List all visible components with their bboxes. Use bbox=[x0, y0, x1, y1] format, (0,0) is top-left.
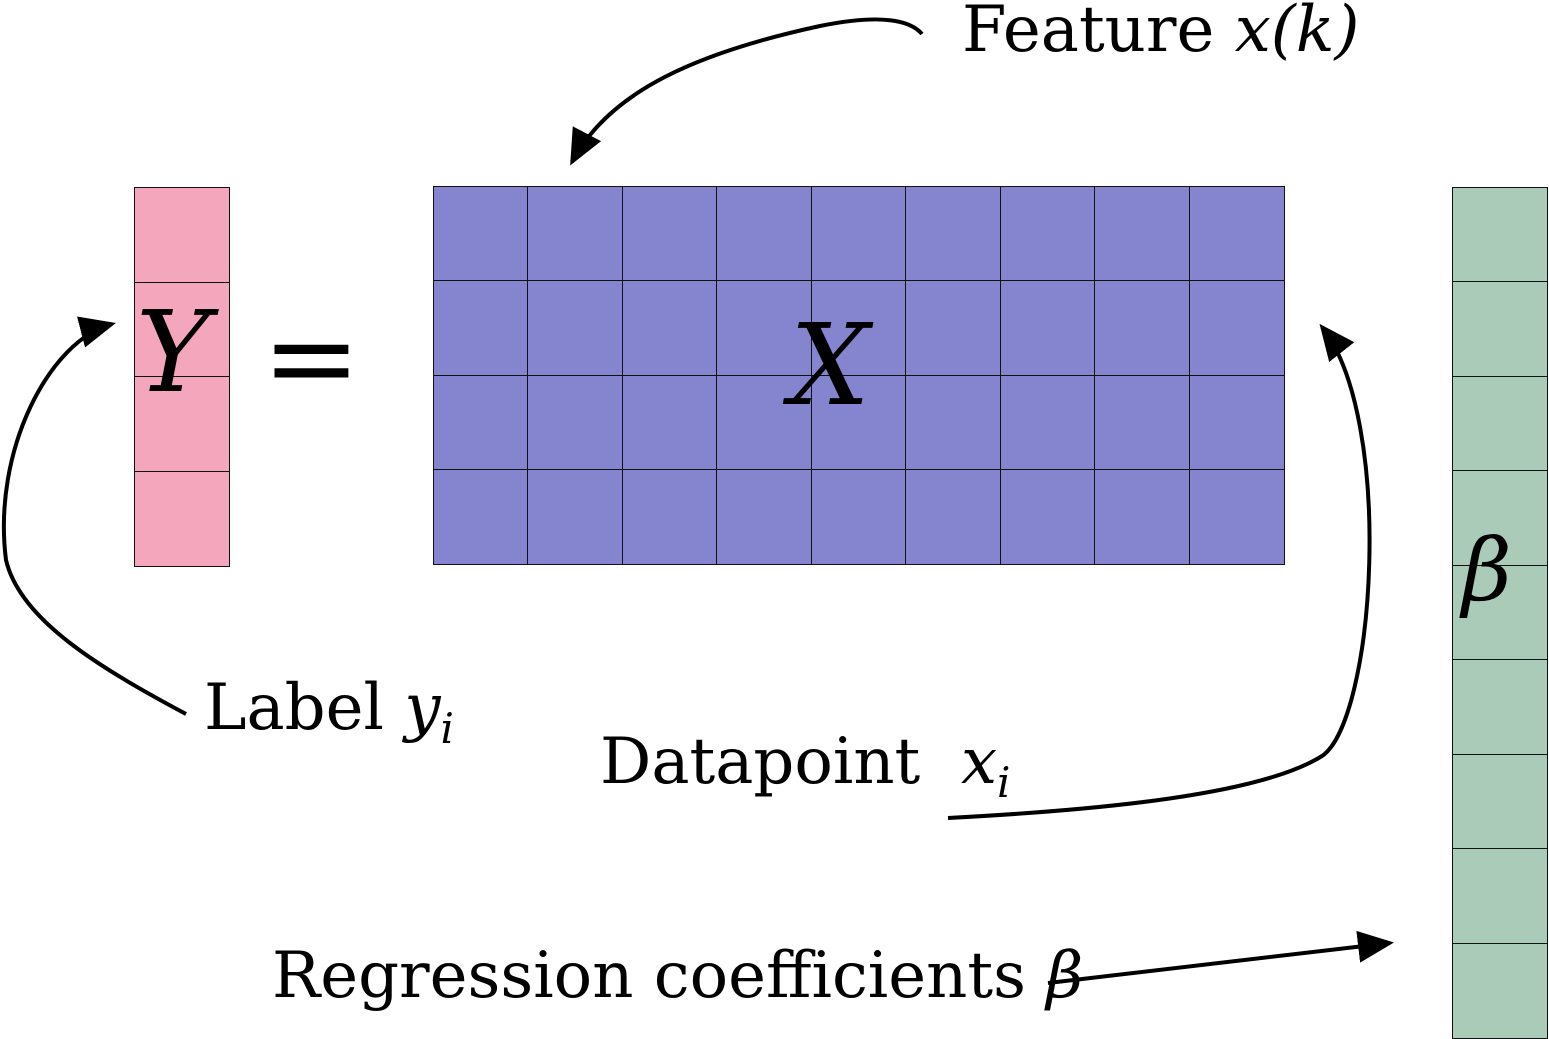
x-matrix-cell bbox=[717, 469, 812, 564]
beta-vector-cell bbox=[1453, 755, 1547, 850]
x-matrix-cell bbox=[1095, 281, 1190, 376]
x-matrix-cell bbox=[1095, 375, 1190, 470]
x-matrix-cell bbox=[622, 187, 718, 282]
x-symbol: X bbox=[790, 301, 870, 431]
feature-label-text: Feature bbox=[962, 0, 1235, 67]
x-matrix-cell bbox=[528, 187, 623, 282]
x-matrix-cell bbox=[528, 281, 623, 376]
x-matrix-cell bbox=[906, 187, 1001, 282]
label-yi: Label yi bbox=[204, 676, 454, 750]
x-matrix-cell bbox=[622, 375, 718, 470]
regression-label-math: β bbox=[1046, 939, 1084, 1013]
x-matrix-cell bbox=[622, 281, 718, 376]
x-matrix-cell bbox=[906, 375, 1001, 470]
datapoint-label-text: Datapoint bbox=[600, 725, 941, 799]
x-matrix-cell bbox=[623, 469, 718, 564]
x-matrix-cell bbox=[906, 469, 1001, 564]
x-matrix-cell bbox=[528, 375, 623, 470]
x-matrix-cell bbox=[1000, 375, 1096, 470]
x-matrix-cell bbox=[434, 375, 529, 470]
feature-label-math: x(k) bbox=[1234, 0, 1360, 67]
x-matrix-cell bbox=[1189, 376, 1284, 470]
x-matrix-cell bbox=[1095, 469, 1190, 564]
equals-sign: = bbox=[262, 288, 361, 426]
datapoint-label: Datapoint xi bbox=[600, 730, 1010, 804]
x-matrix-cell bbox=[906, 281, 1001, 376]
x-matrix-cell bbox=[1189, 281, 1284, 376]
y-symbol: Y bbox=[136, 288, 210, 418]
label-yi-text: Label bbox=[204, 671, 405, 745]
beta-vector-cell bbox=[1453, 377, 1547, 472]
feature-arrow bbox=[570, 17, 924, 166]
datapoint-arrow bbox=[947, 323, 1372, 820]
beta-vector-cell bbox=[1453, 849, 1547, 944]
x-matrix-cell bbox=[434, 187, 529, 282]
x-matrix-cell bbox=[1000, 281, 1096, 376]
regression-label-text: Regression coefficients bbox=[272, 939, 1047, 1013]
x-matrix-cell bbox=[1001, 469, 1096, 564]
coefficient-vector-beta bbox=[1452, 187, 1548, 1039]
y-vector-cell bbox=[135, 188, 229, 283]
beta-vector-cell bbox=[1453, 188, 1547, 283]
x-matrix-cell bbox=[717, 281, 812, 376]
x-matrix-cell bbox=[528, 469, 623, 564]
label-yi-math: y bbox=[404, 671, 441, 745]
x-matrix-cell bbox=[1095, 187, 1190, 282]
regression-label: Regression coefficients β bbox=[272, 944, 1083, 1008]
beta-vector-cell bbox=[1453, 282, 1547, 377]
x-matrix-cell bbox=[811, 281, 907, 376]
beta-vector-cell bbox=[1453, 471, 1547, 566]
y-vector-cell bbox=[135, 283, 229, 377]
x-matrix-cell bbox=[717, 187, 812, 282]
design-matrix-x bbox=[433, 186, 1285, 565]
feature-label: Feature x(k) bbox=[962, 0, 1360, 62]
label-vector-y bbox=[134, 187, 230, 567]
datapoint-label-math: x bbox=[960, 725, 998, 799]
beta-vector-cell bbox=[1453, 566, 1547, 661]
y-vector-cell bbox=[135, 377, 229, 472]
regression-arrow bbox=[1047, 930, 1394, 985]
x-matrix-cell bbox=[812, 469, 907, 564]
x-matrix-cell bbox=[811, 187, 907, 282]
beta-symbol: β bbox=[1462, 521, 1512, 621]
x-matrix-cell bbox=[1000, 187, 1096, 282]
x-matrix-cell bbox=[811, 375, 907, 470]
label-arrow bbox=[1, 316, 187, 716]
beta-vector-cell bbox=[1453, 660, 1547, 755]
x-matrix-cell bbox=[717, 375, 812, 470]
label-yi-subscript: i bbox=[440, 703, 454, 753]
x-matrix-cell bbox=[434, 281, 529, 376]
x-matrix-cell bbox=[434, 469, 529, 564]
datapoint-label-subscript: i bbox=[997, 757, 1011, 807]
x-matrix-cell bbox=[1189, 187, 1284, 282]
